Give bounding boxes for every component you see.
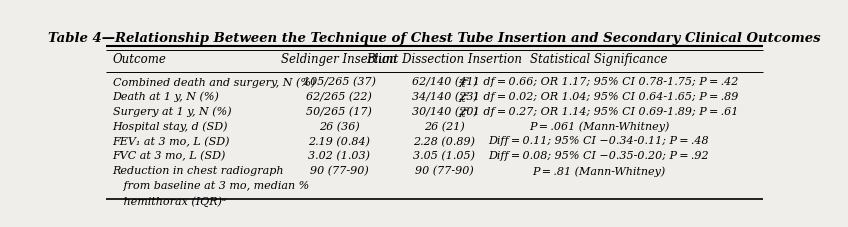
Text: hemithorax (IQR)ᵃ: hemithorax (IQR)ᵃ: [113, 196, 226, 207]
Text: Diff = 0.11; 95% CI −0.34-0.11; P = .48: Diff = 0.11; 95% CI −0.34-0.11; P = .48: [488, 136, 709, 146]
Text: 26 (21): 26 (21): [424, 122, 465, 132]
Text: Combined death and surgery, N (%): Combined death and surgery, N (%): [113, 77, 315, 88]
Text: from baseline at 3 mo, median %: from baseline at 3 mo, median %: [113, 181, 309, 191]
Text: Seldinger Insertion: Seldinger Insertion: [282, 53, 397, 66]
Text: 50/265 (17): 50/265 (17): [306, 107, 372, 117]
Text: χ² 1 df = 0.66; OR 1.17; 95% CI 0.78-1.75; P = .42: χ² 1 df = 0.66; OR 1.17; 95% CI 0.78-1.7…: [459, 77, 739, 87]
Text: Outcome: Outcome: [113, 53, 166, 66]
Text: Death at 1 y, N (%): Death at 1 y, N (%): [113, 92, 220, 102]
Text: Statistical Significance: Statistical Significance: [530, 53, 667, 66]
Text: 105/265 (37): 105/265 (37): [303, 77, 376, 87]
Text: 62/265 (22): 62/265 (22): [306, 92, 372, 102]
Text: FVC at 3 mo, L (SD): FVC at 3 mo, L (SD): [113, 151, 226, 162]
Text: Hospital stay, d (SD): Hospital stay, d (SD): [113, 122, 228, 132]
Text: Diff = 0.08; 95% CI −0.35-0.20; P = .92: Diff = 0.08; 95% CI −0.35-0.20; P = .92: [488, 151, 709, 161]
Text: Blunt Dissection Insertion: Blunt Dissection Insertion: [366, 53, 522, 66]
Text: P = .81 (Mann-Whitney): P = .81 (Mann-Whitney): [533, 166, 666, 177]
Text: 3.05 (1.05): 3.05 (1.05): [414, 151, 476, 162]
Text: P = .061 (Mann-Whitney): P = .061 (Mann-Whitney): [528, 122, 669, 132]
Text: 90 (77-90): 90 (77-90): [310, 166, 369, 177]
Text: 90 (77-90): 90 (77-90): [415, 166, 474, 177]
Text: Table 4—Relationship Between the Technique of Chest Tube Insertion and Secondary: Table 4—Relationship Between the Techniq…: [48, 32, 821, 45]
Text: 62/140 (41): 62/140 (41): [411, 77, 477, 87]
Text: Reduction in chest radiograph: Reduction in chest radiograph: [113, 166, 284, 176]
Text: 2.19 (0.84): 2.19 (0.84): [309, 136, 371, 147]
Text: 2.28 (0.89): 2.28 (0.89): [414, 136, 476, 147]
Text: χ² 1 df = 0.02; OR 1.04; 95% CI 0.64-1.65; P = .89: χ² 1 df = 0.02; OR 1.04; 95% CI 0.64-1.6…: [459, 92, 739, 102]
Text: 30/140 (20): 30/140 (20): [411, 107, 477, 117]
Text: 34/140 (23): 34/140 (23): [411, 92, 477, 102]
Text: 26 (36): 26 (36): [319, 122, 360, 132]
Text: FEV₁ at 3 mo, L (SD): FEV₁ at 3 mo, L (SD): [113, 136, 230, 147]
Text: Surgery at 1 y, N (%): Surgery at 1 y, N (%): [113, 107, 232, 117]
Text: 3.02 (1.03): 3.02 (1.03): [309, 151, 371, 162]
Text: χ² 1 df = 0.27; OR 1.14; 95% CI 0.69-1.89; P = .61: χ² 1 df = 0.27; OR 1.14; 95% CI 0.69-1.8…: [459, 107, 739, 117]
